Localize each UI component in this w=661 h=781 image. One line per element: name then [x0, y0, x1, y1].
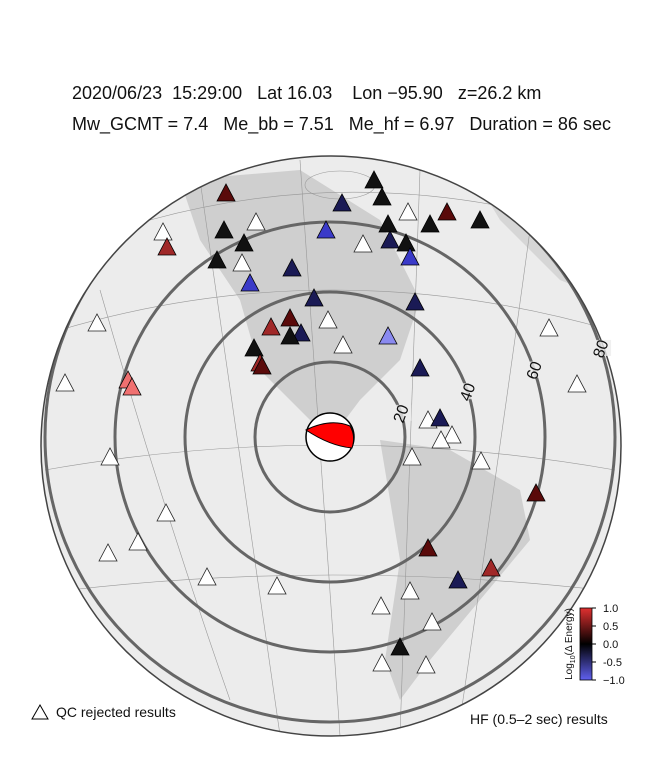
station — [526, 483, 546, 502]
graticule-line — [69, 574, 601, 591]
ring-label: 60 — [524, 359, 546, 382]
ring-label-bg — [391, 404, 412, 421]
header-line1: 2020/06/23 15:29:00 Lat 16.03 Lon −95.90… — [72, 83, 541, 103]
north-america — [180, 170, 420, 440]
colorbar — [579, 607, 593, 681]
globe-outline — [40, 155, 622, 737]
station — [98, 543, 118, 562]
qc-legend-label: QC rejected results — [56, 704, 176, 720]
colorbar-tick-label: 0.5 — [603, 621, 618, 633]
graticule-line — [149, 191, 521, 221]
station — [280, 308, 300, 327]
station — [318, 310, 338, 329]
station — [280, 326, 300, 345]
ring-label-bg — [524, 361, 545, 378]
colorbar-title-suffix: (Δ Energy) — [564, 608, 575, 655]
station — [481, 558, 501, 577]
station — [216, 183, 236, 202]
station — [390, 637, 410, 656]
distance-ring — [43, 156, 617, 724]
ring-label: 20 — [391, 403, 413, 426]
hf-label: HF (0.5–2 sec) results — [470, 711, 608, 727]
station — [252, 356, 272, 375]
station — [128, 532, 148, 551]
ring-label-bg — [457, 383, 478, 400]
colorbar-tick-label: -0.5 — [603, 657, 622, 669]
station — [431, 430, 451, 449]
station — [122, 377, 142, 396]
graticule-line — [59, 289, 611, 331]
station — [55, 373, 75, 392]
distance-ring — [253, 360, 407, 514]
station — [372, 187, 392, 206]
station — [353, 234, 373, 253]
station — [410, 358, 430, 377]
station — [380, 230, 400, 249]
qc-legend: QC rejected results — [31, 703, 176, 720]
beachball — [305, 412, 355, 462]
station — [267, 576, 287, 595]
station — [437, 202, 457, 221]
colorbar-tick-label: 0.0 — [603, 639, 618, 651]
header-line2: Mw_GCMT = 7.4 Me_bb = 7.51 Me_hf = 6.97 … — [72, 114, 611, 135]
station — [153, 222, 173, 241]
station — [282, 258, 302, 277]
station — [197, 567, 217, 586]
station — [420, 214, 440, 233]
colorbar-title: Log10(Δ Energy) — [564, 608, 577, 680]
station — [87, 313, 107, 332]
station — [398, 202, 418, 221]
station — [156, 503, 176, 522]
station — [378, 326, 398, 345]
station — [471, 451, 491, 470]
station — [400, 581, 420, 600]
station — [291, 323, 311, 342]
ring-label: 80 — [590, 338, 612, 361]
station — [304, 288, 324, 307]
station — [157, 237, 177, 256]
station — [422, 612, 442, 631]
station — [364, 170, 384, 189]
distance-ring — [183, 290, 477, 584]
colorbar-title-subscript: 10 — [570, 655, 577, 663]
station — [234, 233, 254, 252]
station — [316, 220, 336, 239]
ring-label: 40 — [457, 381, 479, 404]
station — [448, 570, 468, 589]
ring-label-bg — [591, 339, 612, 356]
distance-ring — [113, 220, 547, 654]
station — [372, 653, 392, 672]
station — [442, 425, 462, 444]
station — [333, 335, 353, 354]
station — [207, 250, 227, 269]
colorbar-title-prefix: Log — [564, 663, 575, 680]
station — [371, 596, 391, 615]
station — [246, 212, 266, 231]
colorbar-tick-label: −1.0 — [603, 675, 625, 687]
station — [470, 210, 490, 229]
station — [244, 338, 264, 357]
station — [332, 193, 352, 212]
station — [539, 318, 559, 337]
station — [396, 233, 416, 252]
station — [567, 374, 587, 393]
colorbar-tick-label: 1.0 — [603, 603, 618, 615]
station — [416, 655, 436, 674]
station — [232, 253, 252, 272]
station — [240, 273, 260, 292]
station — [400, 247, 420, 266]
graticule-line — [459, 229, 531, 721]
station — [430, 408, 450, 427]
station — [378, 214, 398, 233]
graticule-line — [99, 289, 231, 701]
station — [418, 538, 438, 557]
station — [405, 292, 425, 311]
station — [261, 317, 281, 336]
station — [214, 220, 234, 239]
station — [402, 447, 422, 466]
station — [100, 447, 120, 466]
